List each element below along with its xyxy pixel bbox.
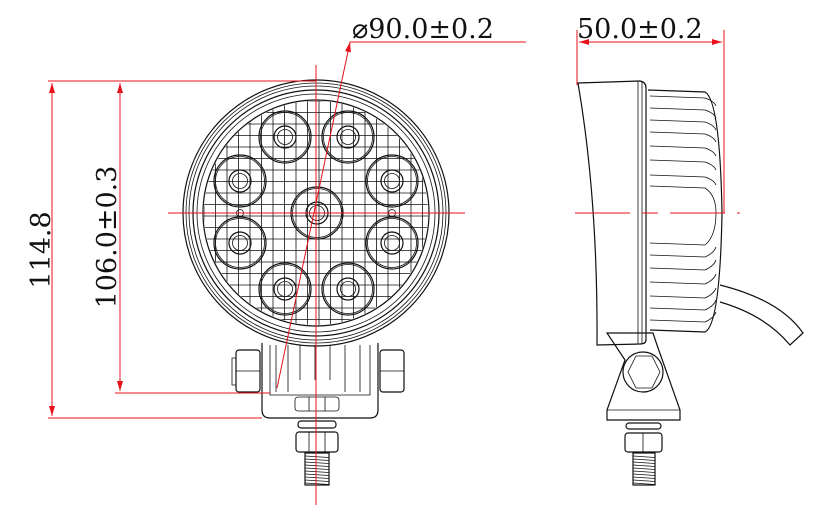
power-cable — [719, 284, 804, 346]
depth-label: 50.0±0.2 — [577, 14, 703, 45]
led — [258, 262, 312, 316]
led — [213, 154, 267, 208]
side-pivot — [622, 351, 664, 393]
led — [258, 110, 312, 164]
led — [321, 262, 375, 316]
housing-height-label: 106.0±0.3 — [92, 166, 123, 309]
front-view — [168, 65, 465, 505]
front-dimensions: 114.8 106.0±0.3 ⌀90.0±0.2 — [26, 14, 526, 419]
led — [213, 216, 267, 270]
led — [365, 216, 419, 270]
mounting-bracket — [231, 343, 405, 486]
led — [365, 154, 419, 208]
side-bracket — [605, 332, 681, 421]
centerlines — [168, 65, 465, 505]
bolt-nut — [295, 431, 339, 453]
washer — [297, 420, 337, 429]
led — [321, 110, 375, 164]
diameter-label: ⌀90.0±0.2 — [352, 14, 494, 45]
side-view — [575, 80, 804, 486]
bolt-thread — [304, 452, 330, 486]
diameter-leader — [276, 41, 351, 389]
side-dimensions: 50.0±0.2 — [576, 14, 725, 213]
lens-bezel — [577, 80, 647, 346]
heat-sink — [647, 89, 723, 333]
overall-height-label: 114.8 — [26, 211, 57, 288]
